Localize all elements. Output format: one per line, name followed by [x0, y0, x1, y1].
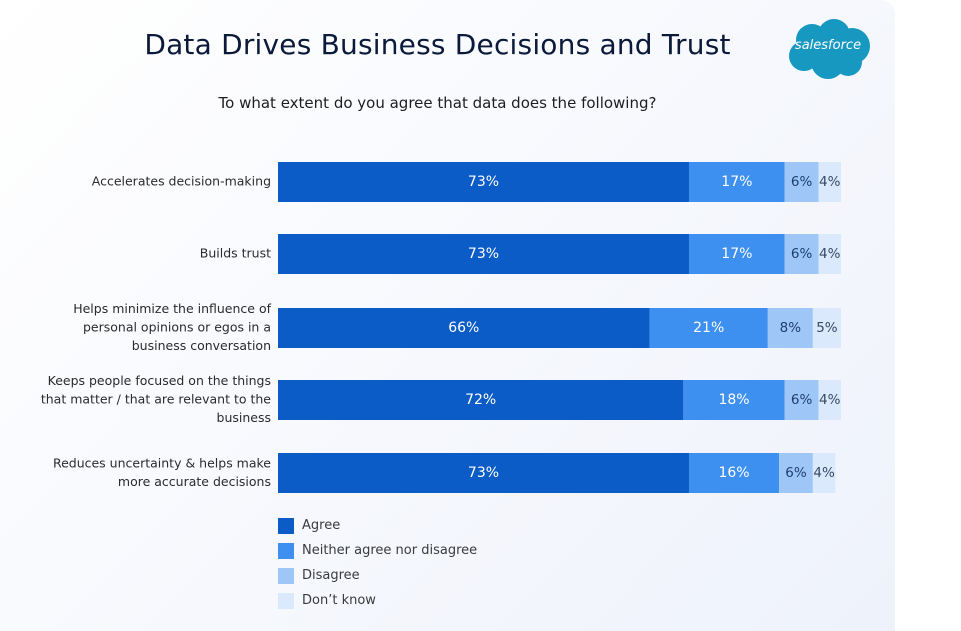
salesforce-logo	[789, 19, 870, 79]
chart-title: Data Drives Business Decisions and Trust	[144, 28, 731, 61]
legend-swatch-neither	[278, 543, 294, 559]
bar-don-t-know-0	[818, 162, 841, 202]
data-label-don-t-know-3: 4%	[819, 392, 841, 408]
data-label-disagree-3: 6%	[791, 392, 813, 408]
data-label-agree-1: 73%	[468, 246, 499, 262]
data-label-neither-agree-nor-disagree-2: 21%	[693, 320, 724, 336]
bar-neither-agree-nor-disagree-3	[683, 380, 785, 420]
data-label-agree-2: 66%	[448, 320, 479, 336]
data-label-don-t-know-4: 4%	[813, 465, 835, 481]
data-label-disagree-0: 6%	[791, 174, 813, 190]
legend-label-disagree: Disagree	[302, 568, 360, 583]
data-label-agree-0: 73%	[468, 174, 499, 190]
data-label-agree-4: 73%	[468, 465, 499, 481]
category-label-3-line-0: Keeps people focused on the things	[48, 373, 271, 388]
bar-disagree-0	[784, 162, 819, 202]
data-label-don-t-know-1: 4%	[819, 246, 841, 262]
bar-disagree-4	[779, 453, 813, 493]
data-label-don-t-know-2: 5%	[816, 320, 838, 336]
data-label-disagree-4: 6%	[785, 465, 807, 481]
bar-disagree-1	[784, 234, 819, 274]
bar-agree-3	[278, 380, 684, 420]
chart-card: Data Drives Business Decisions and Trust…	[0, 0, 895, 631]
legend-swatch-agree	[278, 518, 294, 534]
bar-agree-1	[278, 234, 689, 274]
data-label-disagree-2: 8%	[780, 320, 802, 336]
data-label-neither-agree-nor-disagree-3: 18%	[718, 392, 749, 408]
bar-agree-0	[278, 162, 689, 202]
legend-label-neither: Neither agree nor disagree	[302, 543, 478, 558]
bar-agree-4	[278, 453, 689, 493]
bar-neither-agree-nor-disagree-0	[688, 162, 785, 202]
chart-subtitle: To what extent do you agree that data do…	[218, 94, 657, 112]
category-label-0-line-0: Accelerates decision-making	[92, 174, 271, 189]
data-label-neither-agree-nor-disagree-4: 16%	[718, 465, 749, 481]
bar-agree-2	[278, 308, 650, 348]
category-label-4-line-1: more accurate decisions	[118, 474, 271, 489]
bar-disagree-3	[784, 380, 819, 420]
legend-swatch-disagree	[278, 568, 294, 584]
bar-don-t-know-1	[818, 234, 841, 274]
bar-neither-agree-nor-disagree-4	[688, 453, 780, 493]
data-label-don-t-know-0: 4%	[819, 174, 841, 190]
category-label-3-line-1: that matter / that are relevant to the	[41, 392, 271, 407]
bar-don-t-know-2	[812, 308, 841, 348]
bar-don-t-know-4	[812, 453, 836, 493]
bar-neither-agree-nor-disagree-2	[649, 308, 768, 348]
category-label-2-line-0: Helps minimize the influence of	[73, 301, 271, 316]
bar-neither-agree-nor-disagree-1	[688, 234, 785, 274]
legend-label-agree: Agree	[302, 518, 341, 533]
data-label-neither-agree-nor-disagree-0: 17%	[721, 174, 752, 190]
bar-disagree-2	[767, 308, 813, 348]
data-label-neither-agree-nor-disagree-1: 17%	[721, 246, 752, 262]
legend-swatch-dont-know	[278, 593, 294, 609]
category-label-3-line-2: business	[217, 410, 271, 425]
category-label-2-line-2: business conversation	[132, 338, 271, 353]
category-label-1-line-0: Builds trust	[200, 246, 271, 261]
data-label-disagree-1: 6%	[791, 246, 813, 262]
bar-don-t-know-3	[818, 380, 841, 420]
category-label-4-line-0: Reduces uncertainty & helps make	[53, 455, 271, 470]
salesforce-logo-text: salesforce	[794, 38, 862, 53]
legend-label-dont-know: Don’t know	[302, 593, 376, 608]
stacked-bar-chart: Accelerates decision-making 73% 17% 6% 4% Bui…	[41, 162, 841, 493]
data-label-agree-3: 72%	[465, 392, 496, 408]
category-label-2-line-1: personal opinions or egos in a	[83, 320, 271, 335]
